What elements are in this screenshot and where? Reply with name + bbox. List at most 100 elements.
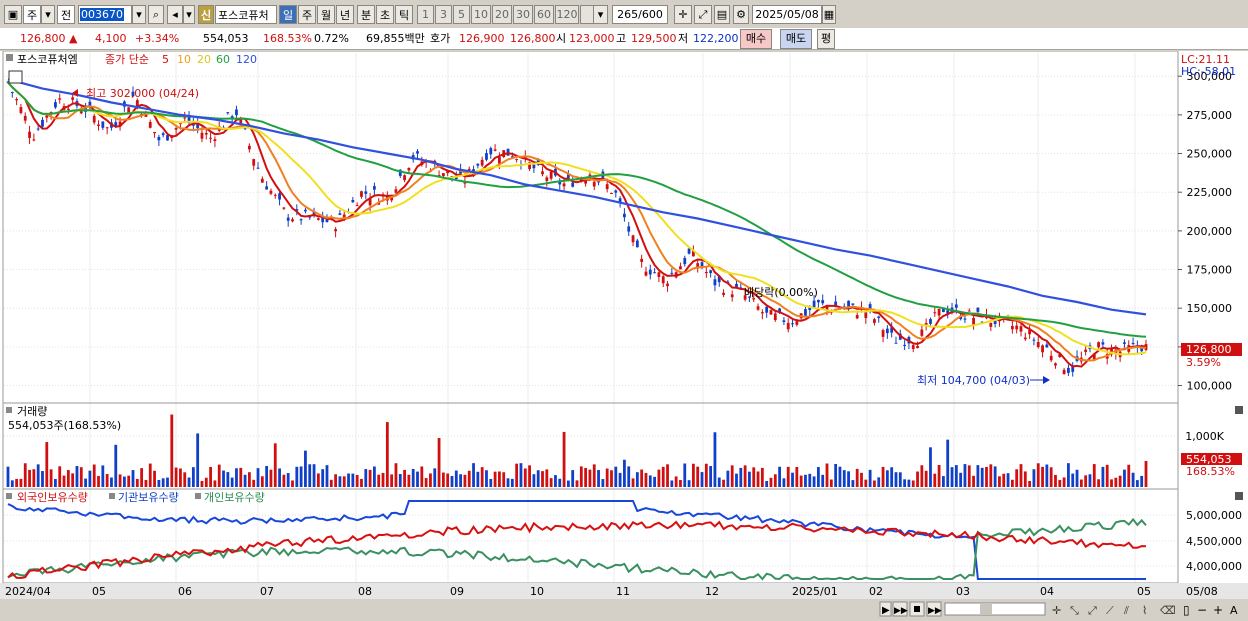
zoom-in-icon[interactable]: + — [1213, 603, 1223, 617]
volume-bar — [584, 467, 588, 487]
interval-3[interactable]: 3 — [435, 5, 452, 24]
code-dropdown-icon[interactable]: ▾ — [132, 5, 146, 24]
volume-bar — [433, 468, 437, 487]
volume-bar — [575, 480, 579, 487]
crosshair-icon[interactable]: ✛ — [674, 5, 692, 24]
inst-holdings-legend: 기관보유수량 — [118, 491, 179, 504]
count-display[interactable]: 265/600 — [612, 5, 668, 24]
panel-menu-icon[interactable] — [6, 54, 13, 61]
font-size-icon[interactable]: A — [1230, 604, 1238, 617]
tab-day[interactable]: 일 — [279, 5, 297, 24]
volume-bar — [989, 464, 993, 487]
last-pct-tag: 3.59% — [1186, 356, 1221, 369]
candle-body — [200, 132, 204, 139]
line-tool-icon[interactable]: ⤡ — [1070, 604, 1079, 617]
volume-bar — [799, 475, 803, 487]
balance-button[interactable]: 평 — [817, 29, 835, 49]
buy-button[interactable]: 매수 — [740, 29, 772, 49]
stock-name-field[interactable]: 포스코퓨처 — [215, 5, 277, 24]
volume-bar — [135, 478, 139, 487]
candle-body — [351, 200, 355, 203]
candle-body — [58, 98, 62, 100]
interval-5[interactable]: 5 — [453, 5, 470, 24]
interval-10[interactable]: 10 — [471, 5, 491, 24]
volume-bar — [1097, 479, 1100, 487]
lc-label: LC:21.11 — [1181, 53, 1230, 66]
volume-close-icon[interactable] — [1235, 406, 1243, 414]
channel-tool-icon[interactable]: ⫽ — [1123, 604, 1129, 617]
stock-code-input[interactable]: 003670 — [78, 5, 132, 24]
volume-bar — [635, 472, 639, 487]
prev-button[interactable]: 전 — [57, 5, 75, 24]
interval-20[interactable]: 20 — [492, 5, 512, 24]
holdings-menu-icon[interactable] — [6, 493, 12, 499]
zoom-out-icon[interactable]: − — [1197, 603, 1207, 617]
custom-interval-dropdown-icon[interactable]: ▾ — [593, 5, 608, 24]
search-icon[interactable]: ⌕ — [148, 5, 164, 24]
trend-tool-icon[interactable]: ⤢ — [1088, 604, 1097, 617]
speaker-icon[interactable]: ◂ — [167, 5, 183, 24]
zoom-reset-icon[interactable]: ▯ — [1183, 603, 1190, 617]
volume-bar — [795, 467, 799, 487]
volume-bar — [847, 471, 850, 487]
candle-body — [700, 262, 704, 269]
candle-body — [213, 139, 217, 142]
holdings-close-icon[interactable] — [1235, 492, 1243, 500]
holdings-y-label: 4,500,000 — [1186, 535, 1242, 548]
scroll-first-icon[interactable] — [892, 601, 908, 617]
period-select[interactable]: 주 — [23, 5, 41, 24]
scroll-thumb[interactable] — [980, 604, 992, 614]
candle-body — [32, 139, 36, 141]
volume-bar — [140, 468, 144, 487]
volume-bar — [614, 466, 618, 487]
volume-bar — [45, 442, 49, 487]
high-price: 129,500 — [631, 32, 677, 45]
x-axis-label: 2025/01 — [792, 585, 838, 598]
draw-tool-icon[interactable]: ⤢ — [694, 5, 712, 24]
scroll-track[interactable] — [944, 602, 1046, 616]
candle-body — [92, 115, 96, 123]
speaker-dropdown-icon[interactable]: ▾ — [183, 5, 195, 24]
volume-bar — [821, 474, 825, 487]
x-axis-label: 09 — [450, 585, 464, 598]
crosshair-tool-icon[interactable]: ✛ — [1052, 604, 1061, 617]
candle-body — [360, 191, 363, 197]
date-input[interactable]: 2025/05/08 — [752, 5, 822, 24]
volume-title: 거래량 — [17, 405, 47, 418]
scroll-last-icon[interactable] — [926, 601, 942, 617]
interval-60[interactable]: 60 — [534, 5, 554, 24]
interval-30[interactable]: 30 — [513, 5, 533, 24]
volume-bar — [610, 470, 613, 487]
tab-week[interactable]: 주 — [298, 5, 316, 24]
calendar-icon[interactable]: ▦ — [822, 5, 836, 24]
tab-tick[interactable]: 틱 — [395, 5, 413, 24]
erase-tool-icon[interactable]: ⌫ — [1160, 604, 1176, 617]
scroll-right-icon[interactable] — [879, 601, 892, 617]
chart-menu-icon[interactable]: ▣ — [4, 5, 22, 24]
tab-month[interactable]: 월 — [317, 5, 335, 24]
save-icon[interactable]: ▤ — [714, 5, 730, 24]
tab-second[interactable]: 초 — [376, 5, 394, 24]
sell-button[interactable]: 매도 — [780, 29, 812, 49]
tab-minute[interactable]: 분 — [357, 5, 375, 24]
gear-icon[interactable]: ⚙ — [733, 5, 749, 24]
interval-120[interactable]: 120 — [555, 5, 579, 24]
volume-bar — [437, 438, 441, 487]
volume-bar — [1015, 469, 1019, 487]
text-tool-icon[interactable]: ⌇ — [1142, 604, 1147, 617]
tab-year[interactable]: 년 — [336, 5, 354, 24]
candle-body — [480, 159, 484, 166]
x-axis-label: 2024/04 — [5, 585, 51, 598]
candle-body — [614, 190, 618, 193]
chart-area[interactable]: 300,000 275,000 250,000 225,000 200,000 175,0… — [0, 51, 1248, 621]
volume-bar — [946, 439, 950, 487]
period-dropdown-icon[interactable]: ▾ — [41, 5, 55, 24]
volume-bar — [1067, 463, 1070, 487]
fib-tool-icon[interactable]: ⟋ — [1106, 604, 1114, 617]
price-y-label: 150,000 — [1187, 302, 1233, 315]
interval-1[interactable]: 1 — [417, 5, 434, 24]
volume-menu-icon[interactable] — [6, 407, 12, 413]
table-toggle-icon[interactable] — [8, 70, 23, 84]
candle-body — [66, 108, 70, 110]
volume-bar — [459, 474, 463, 487]
